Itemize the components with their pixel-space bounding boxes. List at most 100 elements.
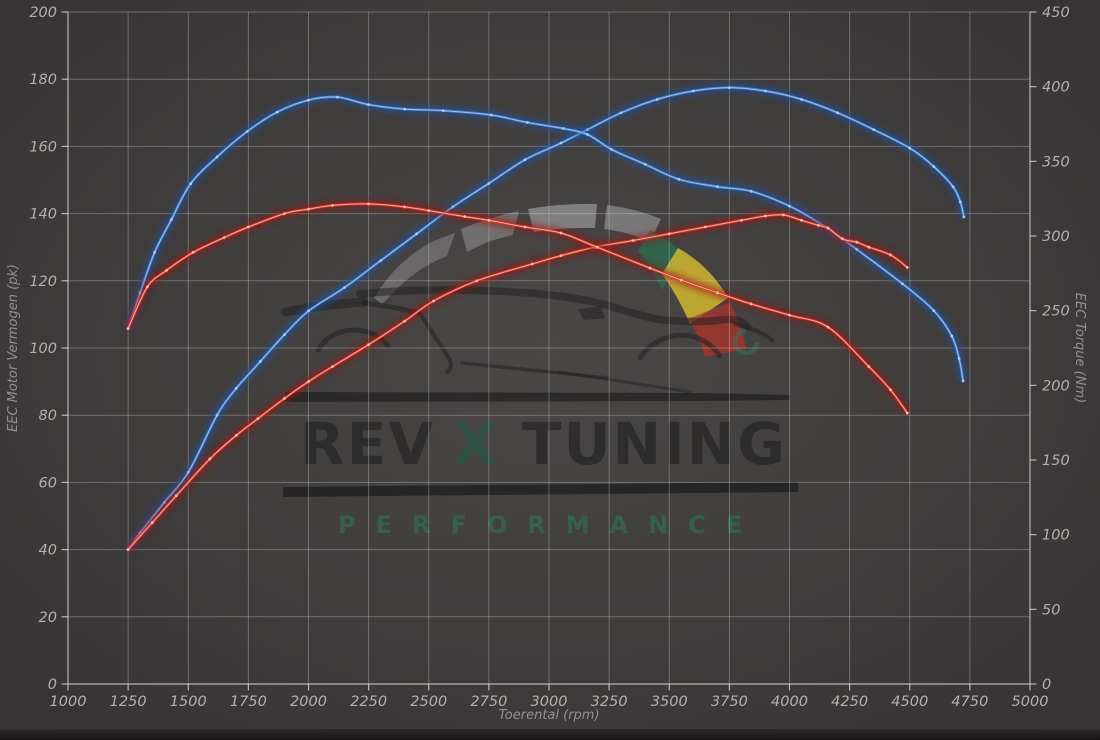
brand-text-rev: REV	[300, 410, 435, 478]
red-torque-nm-marker-dot	[165, 268, 169, 272]
red-power-pk-marker-dot	[530, 262, 534, 266]
blue-torque-nm-marker-dot	[403, 107, 407, 111]
red-torque-nm-marker-dot	[487, 218, 491, 222]
x-tick-label: 2500	[410, 694, 447, 710]
blue-torque-nm-curve	[123, 92, 968, 383]
red-torque-nm-marker-dot	[716, 291, 719, 295]
y-left-tick-label: 200	[29, 5, 57, 21]
car-rear-wheel-arch	[637, 332, 723, 361]
red-power-pk-marker-dot	[283, 397, 286, 400]
blue-power-pk-marker-dot	[186, 470, 190, 474]
y-right-tick-label: 400	[1042, 80, 1070, 96]
blue-power-pk-curve	[124, 83, 969, 553]
brand-bar-top	[285, 392, 790, 402]
blue-power-pk-line	[126, 86, 966, 551]
blue-torque-nm-marker-dot	[586, 133, 589, 136]
blue-power-pk-marker-dot	[559, 141, 563, 145]
x-tick-label: 4500	[891, 694, 928, 710]
x-tick-label: 5000	[1012, 694, 1049, 710]
blue-power-pk-marker-dot	[932, 165, 936, 169]
red-torque-nm-marker-dot	[648, 266, 652, 270]
y-right-tick-label: 100	[1042, 528, 1070, 544]
brand-bar-bottom	[283, 482, 798, 497]
red-torque-nm-marker-dot	[595, 245, 599, 249]
y-left-tick-label: 60	[39, 475, 57, 491]
speedo-wedge-green	[638, 230, 686, 290]
x-tick-label: 1750	[230, 694, 267, 710]
x-tick-label: 2000	[290, 694, 327, 710]
red-power-pk-marker-dot	[367, 343, 370, 346]
y-left-tick-label: 20	[39, 610, 57, 626]
red-torque-nm-marker-dot	[679, 278, 683, 282]
red-torque-nm-marker-dot	[331, 204, 334, 207]
red-power-pk-marker-dot	[841, 237, 844, 241]
y-left-tick-label: 180	[29, 72, 57, 88]
x-tick-label: 2250	[350, 694, 387, 710]
x-tick-label: 1500	[170, 694, 207, 710]
blue-torque-nm-marker-dot	[336, 95, 339, 99]
blue-power-pk-marker-dot	[872, 128, 876, 132]
axes-layer: 1000 1250 1500 1750 2000 2250 2500 2750 3000 3250…	[29, 5, 1069, 710]
red-torque-nm-marker-dot	[307, 207, 310, 211]
y-right-tick-label: 200	[1042, 378, 1070, 394]
y-left-tick-label: 40	[39, 543, 57, 559]
car-mirror	[578, 306, 605, 320]
red-torque-nm-marker-dot	[247, 225, 250, 229]
red-power-pk-marker-dot	[475, 279, 479, 283]
blue-torque-nm-marker-dot	[901, 282, 904, 286]
blue-torque-nm-marker-dot	[957, 357, 961, 360]
y-left-axis-title: EEC Motor Vermogen (pk)	[6, 264, 21, 432]
y-right-tick-label: 350	[1042, 154, 1070, 170]
blue-power-pk-marker-dot	[951, 185, 955, 189]
red-power-pk-marker-dot	[764, 214, 767, 218]
red-power-pk-marker-dot	[331, 365, 334, 368]
grid-layer	[68, 11, 1030, 684]
performance-text: PERFORMANCE	[338, 511, 762, 539]
y-right-tick-label: 450	[1042, 5, 1070, 21]
red-torque-nm-marker-dot	[889, 388, 892, 392]
red-torque-nm-marker-dot	[283, 212, 286, 216]
red-power-pk-marker-dot	[126, 548, 130, 551]
y-left-tick-label: 80	[39, 408, 57, 424]
blue-torque-nm-marker-dot	[716, 185, 719, 189]
blue-power-pk-marker-dot	[259, 360, 262, 363]
blue-power-pk-marker-dot	[283, 333, 286, 336]
red-power-pk-marker-dot	[559, 254, 563, 257]
red-torque-nm-marker-dot	[826, 325, 830, 329]
y-right-tick-label: 250	[1042, 304, 1070, 320]
red-torque-nm-marker-dot	[749, 302, 753, 306]
y-right-tick-label: 150	[1042, 453, 1070, 469]
speedo-arc-segment-4	[604, 205, 661, 242]
blue-torque-nm-marker-dot	[441, 109, 445, 112]
blue-power-pk-marker-dot	[415, 232, 419, 236]
red-power-pk-marker-dot	[740, 218, 743, 222]
blue-torque-nm-marker-dot	[610, 148, 613, 151]
blue-torque-nm-marker-dot	[489, 113, 493, 117]
red-power-pk-marker-dot	[403, 319, 407, 323]
blue-torque-nm-marker-dot	[367, 103, 370, 106]
x-tick-label: 4000	[771, 694, 808, 710]
red-torque-nm-core	[127, 203, 908, 414]
blue-torque-nm-marker-dot	[275, 110, 279, 114]
blue-power-pk-marker-dot	[962, 215, 966, 219]
red-power-pk-marker-dot	[703, 225, 707, 229]
red-torque-nm-marker-dot	[523, 225, 527, 229]
red-power-pk-marker-dot	[432, 299, 435, 303]
red-power-pk-marker-dot	[800, 218, 803, 222]
red-torque-nm-marker-dot	[559, 231, 563, 235]
x-tick-label: 1000	[50, 694, 87, 710]
y-right-tick-label: 50	[1042, 602, 1060, 618]
blue-power-pk-marker-dot	[343, 286, 346, 289]
red-power-pk-marker-dot	[256, 417, 260, 420]
blue-power-pk-marker-dot	[234, 386, 238, 390]
red-power-pk-marker-dot	[234, 434, 238, 437]
x-tick-label: 1250	[110, 694, 147, 710]
y-left-tick-label: 140	[29, 207, 57, 223]
car-door-crease	[460, 361, 610, 380]
blue-power-pk-marker-dot	[728, 86, 731, 89]
red-power-pk-marker-dot	[867, 245, 871, 249]
blue-power-pk-glow	[124, 83, 969, 553]
red-power-pk-marker-dot	[855, 240, 859, 244]
x-tick-label: 2750	[470, 694, 507, 710]
